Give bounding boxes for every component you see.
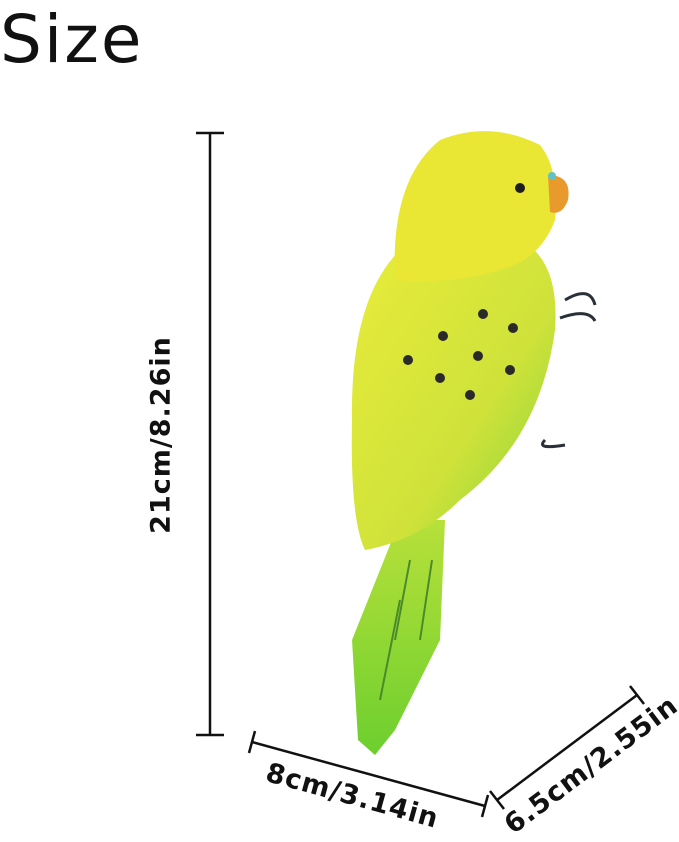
parrot-eye (515, 183, 525, 193)
title: Size (0, 1, 143, 78)
parrot-tail (352, 520, 445, 755)
tail-feather (379, 559, 433, 701)
parrot-beak (548, 175, 569, 213)
dimension-cap (629, 685, 645, 705)
dimension-line (251, 740, 486, 808)
height-label: 21cm/8.26in (146, 336, 177, 534)
parrot-head (394, 131, 556, 282)
dimension-cap (480, 794, 490, 818)
parrot-feet (541, 292, 597, 449)
dimension-line (496, 694, 638, 801)
depth-label: 6.5cm/2.55in (499, 690, 679, 840)
wing-spots (403, 309, 518, 400)
parrot (351, 131, 597, 755)
parrot-body (351, 240, 556, 550)
dimension-cap (247, 730, 257, 754)
height-dimension: 21cm/8.26in (146, 131, 224, 737)
dimension-cap (489, 790, 505, 810)
depth-dimension: 6.5cm/2.55in (489, 685, 679, 840)
parrot-cere (548, 172, 556, 180)
